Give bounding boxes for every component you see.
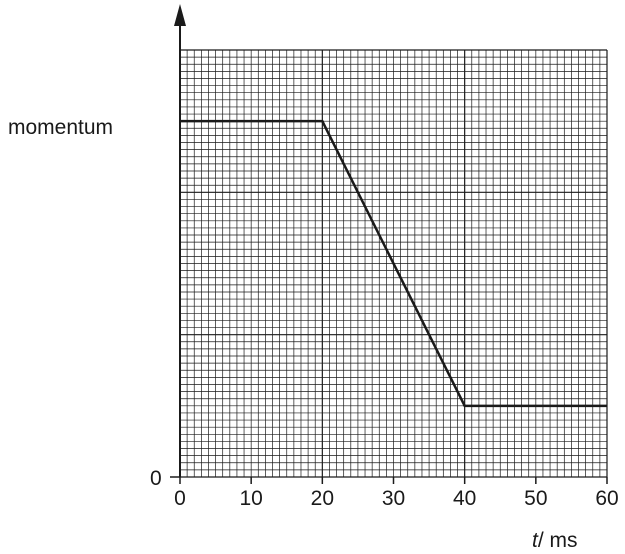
x-ticks (180, 477, 607, 484)
y-zero-label: 0 (150, 467, 162, 490)
x-tick-label: 30 (382, 487, 405, 510)
x-tick-label: 60 (595, 487, 618, 510)
x-tick-label: 10 (239, 487, 262, 510)
x-tick-labels: 0 10 20 30 40 50 60 (174, 487, 619, 510)
x-tick-label: 0 (174, 487, 186, 510)
x-tick-label: 50 (524, 487, 547, 510)
x-tick-label: 20 (311, 487, 334, 510)
x-axis-label: t/ ms (532, 529, 578, 552)
y-axis-arrow (174, 4, 186, 26)
y-axis-label: momentum (8, 116, 113, 139)
x-axis-unit: / ms (538, 529, 578, 552)
x-tick-label: 40 (453, 487, 476, 510)
